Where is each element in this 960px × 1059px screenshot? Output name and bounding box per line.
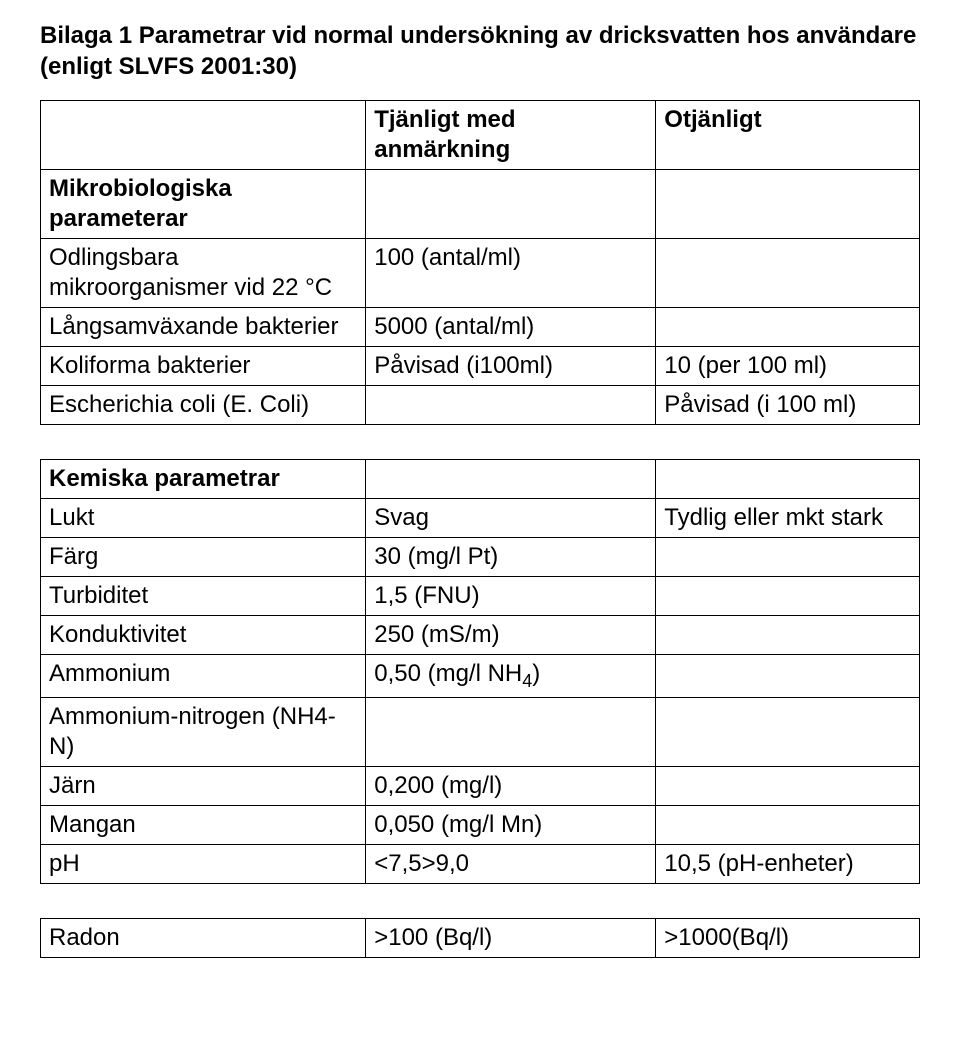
section-row-micro: Mikrobiologiska parameterar <box>41 170 920 239</box>
param-name: Koliforma bakterier <box>41 347 366 386</box>
param-col2 <box>366 697 656 766</box>
param-col2: 30 (mg/l Pt) <box>366 538 656 577</box>
table-row: Långsamväxande bakterier5000 (antal/ml) <box>41 308 920 347</box>
parameter-table: Tjänligt med anmärkning Otjänligt Mikrob… <box>40 100 920 957</box>
param-col3 <box>656 697 920 766</box>
table-row: Radon >100 (Bq/l) >1000(Bq/l) <box>41 918 920 957</box>
empty-cell <box>656 170 920 239</box>
param-name: Turbiditet <box>41 577 366 616</box>
param-col3 <box>656 616 920 655</box>
table-header-row: Tjänligt med anmärkning Otjänligt <box>41 101 920 170</box>
param-name: Färg <box>41 538 366 577</box>
param-col2: <7,5>9,0 <box>366 844 656 883</box>
table-row: Järn0,200 (mg/l) <box>41 766 920 805</box>
param-name: Ammonium <box>41 655 366 697</box>
header-blank <box>41 101 366 170</box>
param-col2: 100 (antal/ml) <box>366 239 656 308</box>
param-name: Ammonium-nitrogen (NH4-N) <box>41 697 366 766</box>
param-col2: 0,050 (mg/l Mn) <box>366 805 656 844</box>
param-col2: Påvisad (i100ml) <box>366 347 656 386</box>
param-name: Escherichia coli (E. Coli) <box>41 386 366 425</box>
section-label-micro: Mikrobiologiska parameterar <box>41 170 366 239</box>
param-col2: 0,50 (mg/l NH4) <box>366 655 656 697</box>
param-col2: 1,5 (FNU) <box>366 577 656 616</box>
param-col2: 5000 (antal/ml) <box>366 308 656 347</box>
param-col3 <box>656 655 920 697</box>
param-name: pH <box>41 844 366 883</box>
table-row: Escherichia coli (E. Coli) Påvisad (i 100… <box>41 386 920 425</box>
table-row: Odlingsbara mikroorganismer vid 22 °C100… <box>41 239 920 308</box>
param-col3 <box>656 538 920 577</box>
param-col3 <box>656 805 920 844</box>
param-name: Långsamväxande bakterier <box>41 308 366 347</box>
empty-cell <box>656 460 920 499</box>
param-col3: Påvisad (i 100 ml) <box>656 386 920 425</box>
spacer-row <box>41 883 920 918</box>
param-col3 <box>656 308 920 347</box>
param-col3 <box>656 577 920 616</box>
param-name: Odlingsbara mikroorganismer vid 22 °C <box>41 239 366 308</box>
param-name: Radon <box>41 918 366 957</box>
table-row: Koliforma bakterierPåvisad (i100ml)10 (p… <box>41 347 920 386</box>
param-col2 <box>366 386 656 425</box>
param-col3: Tydlig eller mkt stark <box>656 499 920 538</box>
empty-cell <box>366 460 656 499</box>
table-row: Ammonium-nitrogen (NH4-N) <box>41 697 920 766</box>
header-col3: Otjänligt <box>656 101 920 170</box>
empty-cell <box>366 170 656 239</box>
param-name: Järn <box>41 766 366 805</box>
param-col3 <box>656 766 920 805</box>
param-col2: >100 (Bq/l) <box>366 918 656 957</box>
section-label-chem: Kemiska parametrar <box>41 460 366 499</box>
section-row-chem: Kemiska parametrar <box>41 460 920 499</box>
table-row: Turbiditet1,5 (FNU) <box>41 577 920 616</box>
param-name: Mangan <box>41 805 366 844</box>
param-col2: 250 (mS/m) <box>366 616 656 655</box>
page-title: Bilaga 1 Parametrar vid normal undersökn… <box>40 20 920 82</box>
param-name: Lukt <box>41 499 366 538</box>
table-row: LuktSvagTydlig eller mkt stark <box>41 499 920 538</box>
table-row: pH<7,5>9,010,5 (pH-enheter) <box>41 844 920 883</box>
spacer-row <box>41 425 920 460</box>
table-row: Mangan0,050 (mg/l Mn) <box>41 805 920 844</box>
param-name: Konduktivitet <box>41 616 366 655</box>
param-col3: 10,5 (pH-enheter) <box>656 844 920 883</box>
param-col2: Svag <box>366 499 656 538</box>
param-col3 <box>656 239 920 308</box>
document-page: Bilaga 1 Parametrar vid normal undersökn… <box>0 0 960 998</box>
param-col2: 0,200 (mg/l) <box>366 766 656 805</box>
table-row: Konduktivitet250 (mS/m) <box>41 616 920 655</box>
param-col3: 10 (per 100 ml) <box>656 347 920 386</box>
param-col3: >1000(Bq/l) <box>656 918 920 957</box>
header-col2: Tjänligt med anmärkning <box>366 101 656 170</box>
table-row: Ammonium0,50 (mg/l NH4) <box>41 655 920 697</box>
table-row: Färg30 (mg/l Pt) <box>41 538 920 577</box>
